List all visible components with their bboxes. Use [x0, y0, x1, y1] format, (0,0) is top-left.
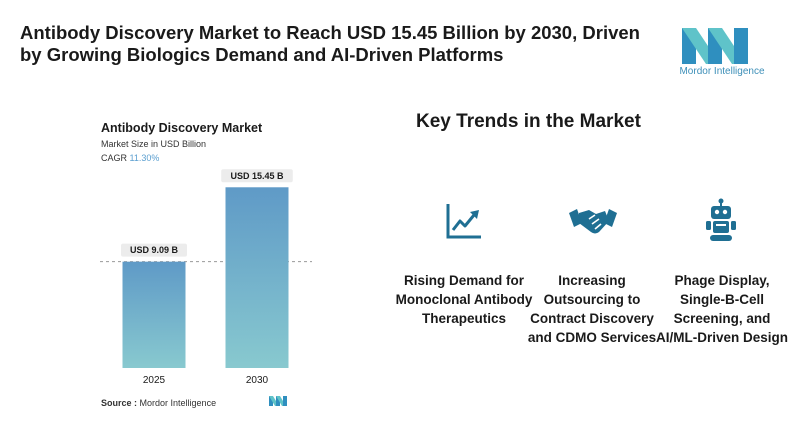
cagr-line: CAGR 11.30% [101, 153, 159, 163]
chart-subtitle: Market Size in USD Billion [101, 139, 207, 149]
trend-label-2: Increasing Outsourcing to Contract Disco… [527, 273, 657, 345]
data-label-2030: USD 15.45 B [230, 171, 284, 181]
trend-label-3: Phage Display, Single-B-Cell Screening, … [655, 273, 788, 345]
bar-2030 [225, 187, 289, 368]
small-logo-icon [269, 396, 287, 406]
mordor-logo-icon [682, 28, 748, 64]
chart-growth-icon [446, 204, 481, 239]
cagr-label: CAGR [101, 153, 128, 163]
source-label: Source : [101, 398, 138, 408]
page-title: Antibody Discovery Market to Reach USD 1… [20, 22, 640, 65]
bar-2025 [122, 261, 186, 368]
trend-label-1: Rising Demand for Monoclonal Antibody Th… [395, 273, 533, 326]
chart-title: Antibody Discovery Market [101, 121, 263, 135]
cagr-value: 11.30% [129, 153, 160, 163]
trends-title: Key Trends in the Market [416, 111, 641, 132]
robot-icon [706, 198, 736, 241]
chart-source: Source : Mordor Intelligence [101, 398, 216, 408]
logo-text: Mordor Intelligence [679, 66, 765, 77]
data-label-box-2025 [121, 243, 187, 257]
data-label-2025: USD 9.09 B [130, 245, 179, 255]
x-tick-2025: 2025 [143, 375, 166, 386]
handshake-icon [569, 209, 617, 234]
data-label-box-2030 [221, 169, 293, 183]
source-value: Mordor Intelligence [139, 398, 217, 408]
x-tick-2030: 2030 [246, 375, 269, 386]
